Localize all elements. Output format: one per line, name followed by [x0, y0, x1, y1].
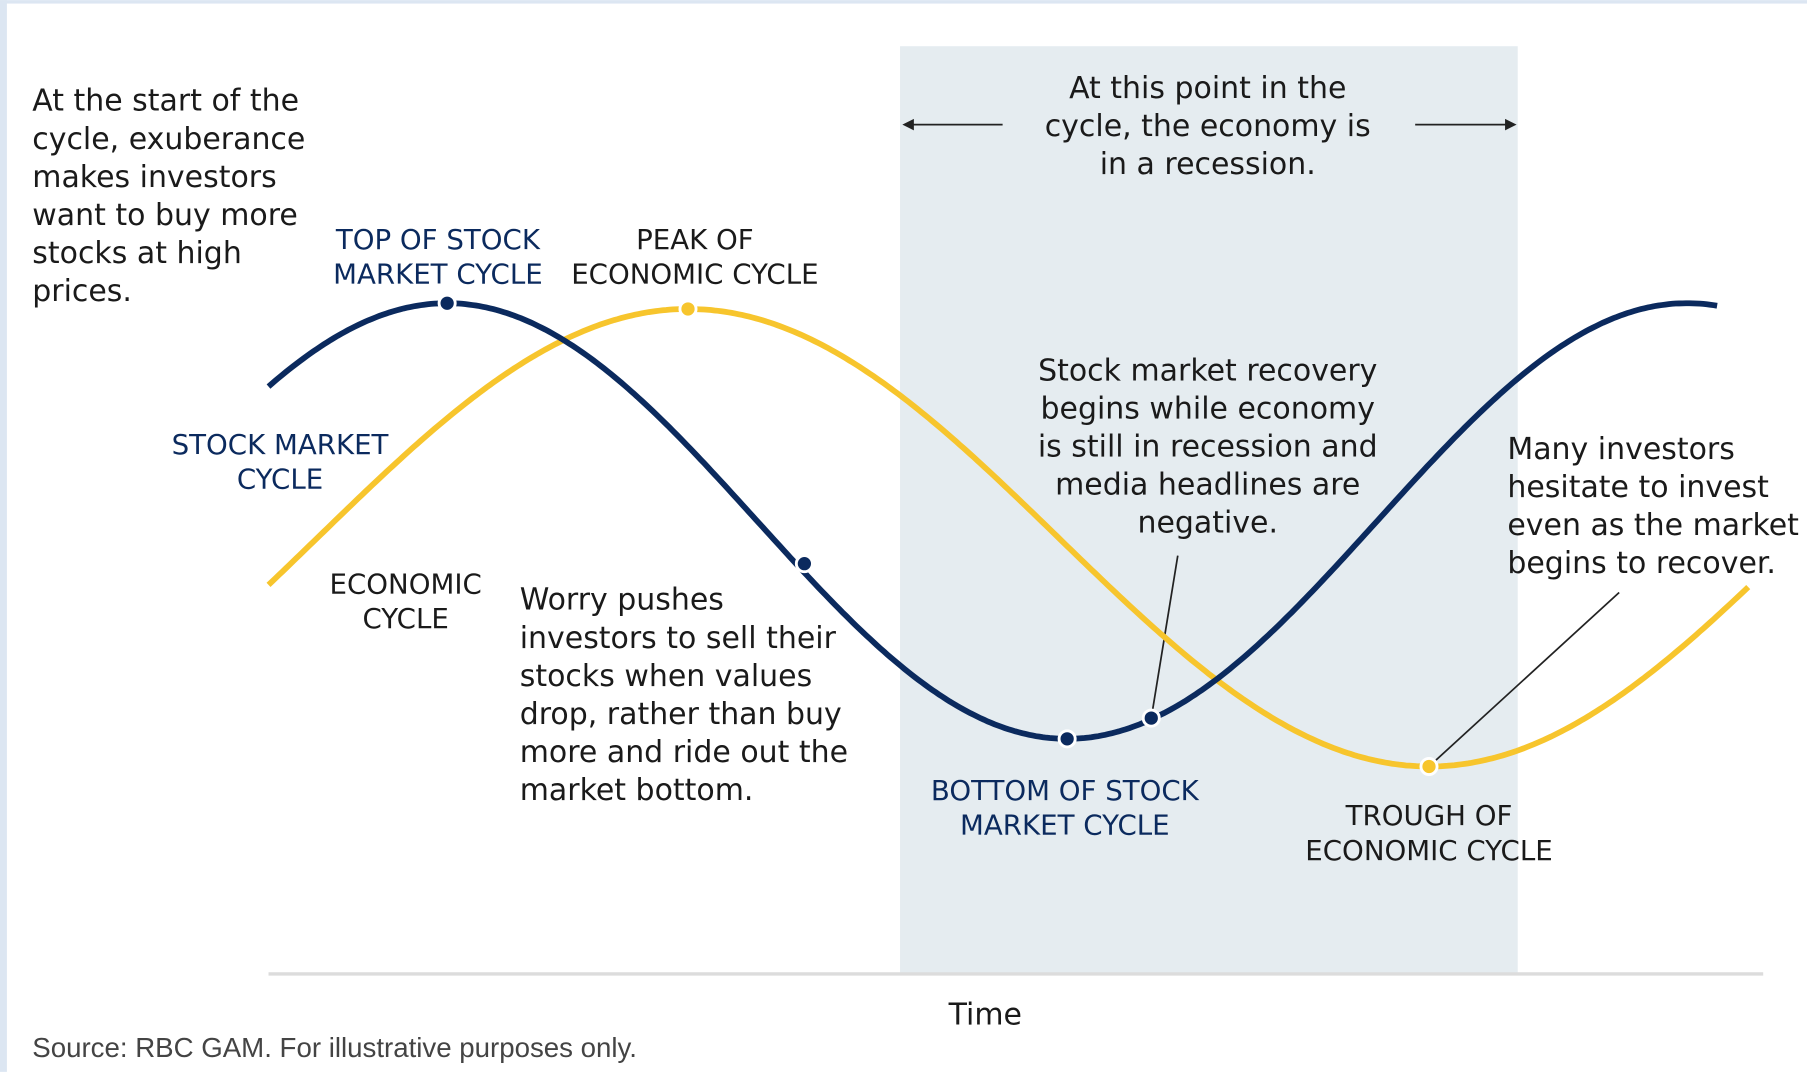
note: more and ride out the	[520, 735, 848, 770]
note: At the start of the	[32, 84, 299, 119]
frame-left	[0, 0, 7, 1072]
note: drop, rather than buy	[520, 697, 842, 732]
note: hesitate to invest	[1507, 470, 1769, 505]
arrow-right-head	[1505, 118, 1517, 131]
note: even as the market	[1507, 508, 1799, 543]
note: Worry pushes	[520, 583, 724, 618]
note: makes investors	[32, 160, 276, 195]
frame-top	[0, 0, 1807, 4]
point	[1419, 756, 1439, 776]
note: begins to recover.	[1507, 546, 1776, 581]
economic-curve	[266, 306, 1751, 770]
note: media headlines are	[1055, 468, 1360, 503]
label: BOTTOM OF STOCK	[931, 774, 1200, 807]
source: Source: RBC GAM. For illustrative purpos…	[32, 1032, 637, 1063]
note: want to buy more	[32, 198, 298, 233]
note: investors to sell their	[520, 621, 837, 656]
label: ECONOMIC CYCLE	[1305, 834, 1552, 867]
leader-hesitate	[1428, 591, 1620, 768]
point	[794, 554, 814, 574]
label: MARKET CYCLE	[333, 258, 543, 291]
stock-curve	[266, 300, 1718, 742]
label: TROUGH OF	[1345, 799, 1513, 832]
note: market bottom.	[520, 773, 754, 808]
label: CYCLE	[362, 602, 448, 635]
note: prices.	[32, 274, 132, 309]
point	[678, 299, 698, 319]
point	[437, 293, 457, 313]
arrow-left-head	[902, 118, 914, 131]
label: CYCLE	[237, 463, 323, 496]
note: is still in recession and	[1038, 429, 1378, 464]
note: Many investors	[1507, 432, 1735, 467]
label: ECONOMIC	[330, 568, 482, 601]
label: STOCK MARKET	[172, 428, 389, 461]
note: stocks when values	[520, 659, 812, 694]
recession-band	[900, 46, 1518, 974]
note: cycle, exuberance	[32, 122, 305, 157]
point	[1141, 708, 1161, 728]
label: TOP OF STOCK	[335, 223, 541, 256]
x-axis-label: Time	[948, 998, 1022, 1033]
note: Stock market recovery	[1038, 353, 1377, 388]
label: MARKET CYCLE	[960, 808, 1170, 841]
label: ECONOMIC CYCLE	[571, 258, 818, 291]
label: PEAK OF	[636, 223, 754, 256]
note: At this point in the	[1069, 71, 1346, 106]
note: stocks at high	[32, 236, 242, 271]
note: negative.	[1137, 506, 1278, 541]
note: cycle, the economy is	[1045, 109, 1371, 144]
point	[1057, 729, 1077, 749]
note: in a recession.	[1100, 147, 1316, 182]
note: begins while economy	[1041, 391, 1375, 426]
